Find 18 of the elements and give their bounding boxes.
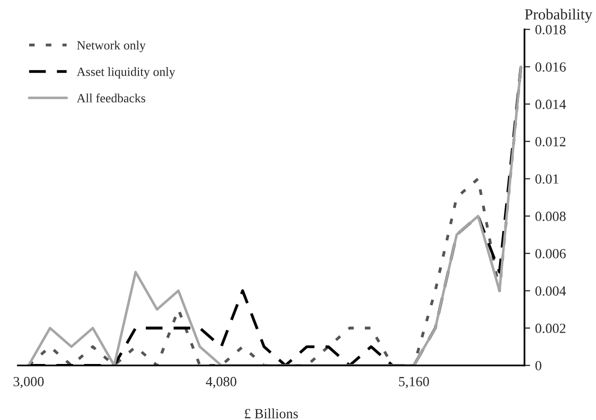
y-axis-title: Probability bbox=[524, 8, 592, 23]
y-tick-label: 0.016 bbox=[535, 62, 566, 72]
y-tick-label: 0.014 bbox=[535, 100, 566, 110]
y-tick-label: 0.01 bbox=[535, 174, 558, 184]
y-tick-label: 0.002 bbox=[535, 324, 566, 334]
x-tick-label: 4,080 bbox=[206, 376, 236, 388]
x-tick-label: 3,000 bbox=[14, 376, 44, 388]
x-axis-title: £ Billions bbox=[244, 408, 298, 418]
x-tick-label: 5,160 bbox=[399, 376, 429, 388]
y-tick-label: 0.012 bbox=[535, 136, 566, 146]
y-tick-label: 0.018 bbox=[535, 24, 566, 34]
legend-label: Asset liquidity only bbox=[76, 67, 176, 79]
y-tick-label: 0.006 bbox=[535, 248, 566, 258]
y-tick-label: 0.008 bbox=[535, 212, 566, 222]
legend-label: Network only bbox=[76, 40, 146, 52]
y-tick-label: 0 bbox=[535, 360, 542, 370]
legend-label: All feedbacks bbox=[76, 93, 146, 102]
y-tick-label: 0.004 bbox=[535, 286, 566, 296]
